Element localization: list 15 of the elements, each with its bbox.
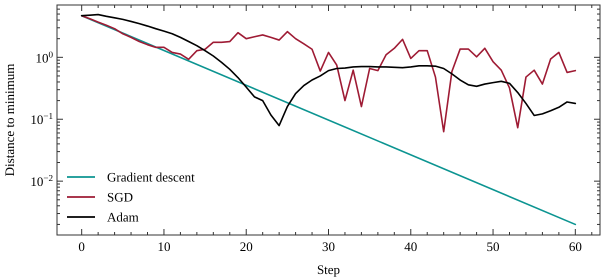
x-axis-title: Step (316, 262, 340, 277)
x-tick-label: 0 (78, 239, 85, 254)
x-tick-label: 10 (157, 239, 170, 254)
legend-label: Adam (107, 210, 139, 224)
legend-label: Gradient descent (107, 170, 196, 184)
x-tick-label: 20 (240, 239, 253, 254)
x-tick-label: 50 (486, 239, 500, 254)
y-tick-label: 10$^{−2}$ (30, 173, 54, 190)
y-tick-label: 10$^{−1}$ (30, 111, 53, 128)
y-axis-title: Distance to minimum (2, 64, 17, 176)
legend-label: SGD (107, 190, 134, 204)
x-tick-label: 40 (404, 239, 418, 254)
x-tick-label: 30 (322, 239, 335, 254)
y-tick-label: 10$^{0}$ (35, 49, 54, 66)
x-tick-label: 60 (568, 239, 582, 254)
